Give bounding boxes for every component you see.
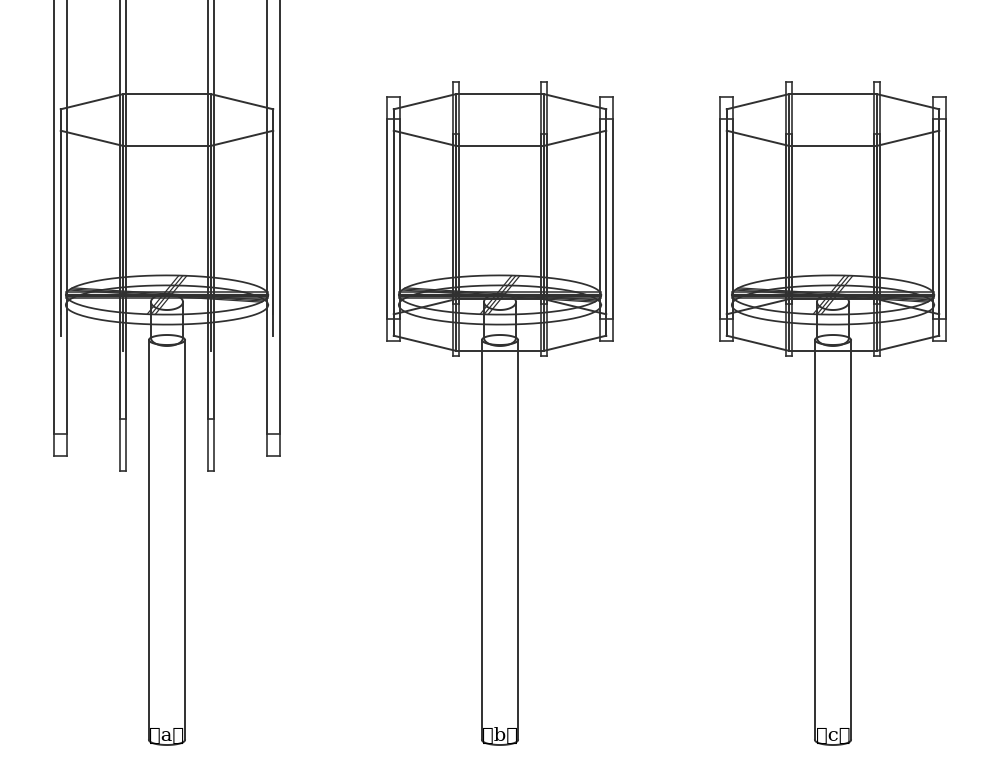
Text: （b）: （b）	[482, 727, 518, 745]
Text: （a）: （a）	[149, 727, 185, 745]
Text: （c）: （c）	[816, 727, 850, 745]
